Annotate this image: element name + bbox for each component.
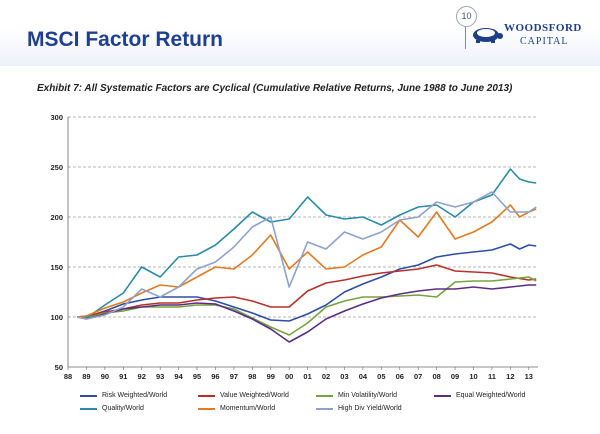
slide-title: MSCI Factor Return <box>27 28 224 51</box>
legend-item: Min Volatility/World <box>316 392 434 399</box>
series-line-risk-weighted-world <box>77 243 537 322</box>
x-tick-label: 05 <box>377 372 385 381</box>
y-tick-label: 100 <box>50 313 63 322</box>
series-line-value-weighted-world <box>77 264 537 318</box>
x-tick-label: 96 <box>211 372 219 381</box>
x-tick-label: 01 <box>303 372 311 381</box>
legend-row: Quality/World Momentum/World High Div Yiel… <box>80 402 560 415</box>
legend-swatch <box>316 394 333 397</box>
x-tick-label: 94 <box>174 372 183 381</box>
y-tick-label: 200 <box>50 213 63 222</box>
legend-label: Quality/World <box>102 405 144 412</box>
logo-name-top: WOODSFORD <box>504 22 582 34</box>
x-tick-label: 00 <box>285 372 293 381</box>
x-tick-label: 12 <box>506 372 514 381</box>
x-tick-label: 03 <box>340 372 348 381</box>
x-tick-label: 08 <box>432 372 440 381</box>
legend-item: Risk Weighted/World <box>80 392 198 399</box>
chart-title: Exhibit 7: All Systematic Factors are Cy… <box>37 83 513 94</box>
y-tick-label: 250 <box>50 163 63 172</box>
x-tick-label: 92 <box>138 372 146 381</box>
series-line-equal-weighted-world <box>77 284 537 343</box>
x-tick-label: 88 <box>64 372 72 381</box>
legend-label: Equal Weighted/World <box>456 392 526 399</box>
legend-item: Value Weighted/World <box>198 392 316 399</box>
legend-item: Equal Weighted/World <box>434 392 552 399</box>
y-tick-label: 50 <box>55 363 63 372</box>
x-tick-label: 97 <box>230 372 238 381</box>
logo-divider <box>465 27 466 49</box>
legend-row: Risk Weighted/World Value Weighted/World M… <box>80 389 560 402</box>
x-tick-label: 89 <box>82 372 90 381</box>
x-tick-label: 09 <box>451 372 459 381</box>
chart-legend: Risk Weighted/World Value Weighted/World M… <box>80 389 560 415</box>
x-tick-label: 02 <box>322 372 330 381</box>
x-tick-label: 06 <box>396 372 404 381</box>
legend-item: Quality/World <box>80 405 198 412</box>
logo-name-bottom: CAPITAL <box>520 36 569 47</box>
tortoise-logo-icon <box>473 28 503 43</box>
legend-swatch <box>80 407 97 410</box>
legend-swatch <box>198 394 215 397</box>
legend-label: Value Weighted/World <box>220 392 289 399</box>
line-chart: 50 100 150 200 250 300 88 89 90 91 92 93 94 95 96 97 98 9… <box>50 113 538 381</box>
y-tick-label: 150 <box>50 263 63 272</box>
legend-item: Momentum/World <box>198 405 316 412</box>
x-tick-label: 07 <box>414 372 422 381</box>
legend-label: Momentum/World <box>220 405 276 412</box>
x-tick-label: 91 <box>119 372 127 381</box>
x-tick-label: 10 <box>469 372 477 381</box>
legend-item: High Div Yield/World <box>316 405 434 412</box>
x-tick-label: 04 <box>359 372 368 381</box>
series-line-quality-world <box>77 168 537 319</box>
page-number-badge: 10 <box>456 6 477 27</box>
x-tick-label: 11 <box>488 372 496 381</box>
legend-label: Min Volatility/World <box>338 392 398 399</box>
x-tick-label: 98 <box>248 372 256 381</box>
x-tick-label: 95 <box>193 372 201 381</box>
series-line-momentum-world <box>77 204 537 318</box>
series-line-high-div-yield-world <box>77 191 537 320</box>
legend-swatch <box>434 394 451 397</box>
legend-label: Risk Weighted/World <box>102 392 168 399</box>
x-tick-label: 93 <box>156 372 164 381</box>
legend-swatch <box>316 407 333 410</box>
legend-swatch <box>198 407 215 410</box>
y-tick-label: 300 <box>50 113 63 122</box>
x-tick-label: 99 <box>267 372 275 381</box>
x-tick-label: 13 <box>525 372 533 381</box>
x-tick-label: 90 <box>101 372 109 381</box>
legend-swatch <box>80 394 97 397</box>
legend-label: High Div Yield/World <box>338 405 402 412</box>
